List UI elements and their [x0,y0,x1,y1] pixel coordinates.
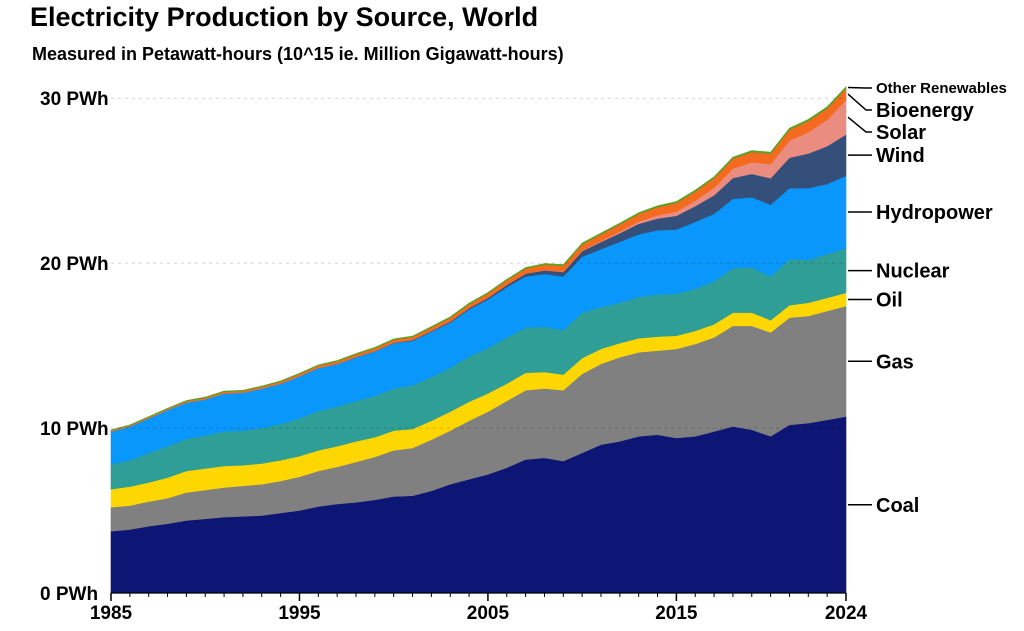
y-tick-label: 30 PWh [40,89,109,110]
series-label-nuclear: Nuclear [876,261,950,283]
y-axis: 0 PWh 10 PWh 20 PWh 30 PWh [40,89,109,605]
series-label-gas: Gas [876,351,914,373]
leader-line-solar [847,116,872,133]
series-label-wind: Wind [876,145,925,167]
x-tick-label: 2005 [467,603,510,624]
x-tick-label: 1995 [278,603,321,624]
series-label-bioenergy: Bioenergy [876,100,975,122]
y-tick-label: 0 PWh [40,584,98,605]
x-tick-label: 1985 [90,603,133,624]
y-tick-label: 20 PWh [40,254,109,275]
x-axis: 1985 1995 2005 2015 2024 [90,592,868,624]
area-layers [110,85,847,594]
chart-title: Electricity Production by Source, World [30,2,539,32]
x-tick-label: 2024 [825,603,868,624]
leader-line-bioenergy [847,93,872,111]
y-tick-label: 10 PWh [40,419,109,440]
series-label-solar: Solar [876,122,926,144]
area-other-renewables [110,85,847,431]
series-label-hydropower: Hydropower [876,202,993,224]
x-tick-label: 2015 [655,603,698,624]
chart-subtitle: Measured in Petawatt-hours (10^15 ie. Mi… [32,44,564,64]
series-label-other-renewables: Other Renewables [876,80,1007,97]
series-label-coal: Coal [876,495,919,517]
series-label-oil: Oil [876,289,903,311]
